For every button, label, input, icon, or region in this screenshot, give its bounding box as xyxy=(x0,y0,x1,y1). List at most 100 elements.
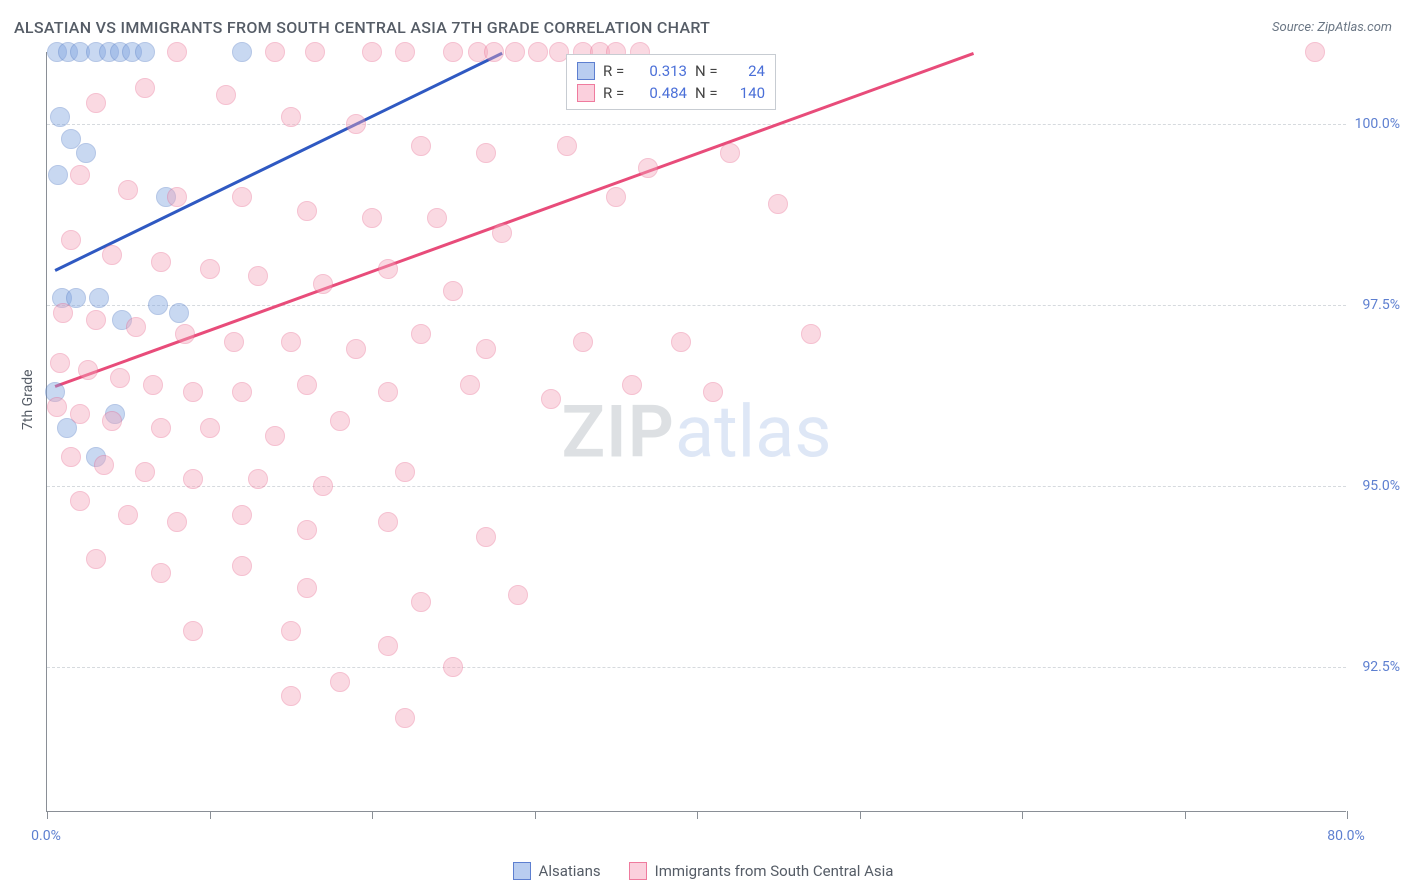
data-point xyxy=(265,42,285,62)
data-point xyxy=(378,512,398,532)
data-point xyxy=(70,404,90,424)
stat-n-label: N = xyxy=(695,60,723,82)
data-point xyxy=(86,549,106,569)
data-point xyxy=(118,180,138,200)
legend-label-alsatians: Alsatians xyxy=(539,862,601,880)
data-point xyxy=(476,527,496,547)
data-point xyxy=(105,404,125,424)
stats-row: R =0.484N =140 xyxy=(577,82,765,104)
stat-r-value: 0.313 xyxy=(639,60,687,82)
data-point xyxy=(70,42,90,62)
grid-line xyxy=(47,305,1346,306)
data-point xyxy=(110,368,130,388)
y-tick-label: 95.0% xyxy=(1362,478,1400,494)
data-point xyxy=(248,266,268,286)
data-point xyxy=(110,42,130,62)
data-point xyxy=(126,317,146,337)
watermark-atlas: atlas xyxy=(675,389,832,474)
data-point xyxy=(573,332,593,352)
stat-r-label: R = xyxy=(603,60,631,82)
data-point xyxy=(508,585,528,605)
data-point xyxy=(102,411,122,431)
data-point xyxy=(362,42,382,62)
plot-area: ZIPatlas 92.5%95.0%97.5%100.0% xyxy=(46,52,1346,812)
data-point xyxy=(94,455,114,475)
data-point xyxy=(167,42,187,62)
data-point xyxy=(427,208,447,228)
data-point xyxy=(443,281,463,301)
x-tick xyxy=(372,811,373,819)
grid-line xyxy=(47,667,1346,668)
data-point xyxy=(70,165,90,185)
data-point xyxy=(151,563,171,583)
data-point xyxy=(330,672,350,692)
data-point xyxy=(183,621,203,641)
data-point xyxy=(443,42,463,62)
data-point xyxy=(151,418,171,438)
data-point xyxy=(47,397,67,417)
x-tick xyxy=(47,811,48,819)
legend-swatch-alsatians xyxy=(513,862,531,880)
data-point xyxy=(57,418,77,438)
chart-source: Source: ZipAtlas.com xyxy=(1272,20,1392,35)
data-point xyxy=(99,42,119,62)
x-tick xyxy=(1022,811,1023,819)
data-point xyxy=(135,78,155,98)
data-point xyxy=(200,418,220,438)
data-point xyxy=(801,324,821,344)
data-point xyxy=(86,310,106,330)
legend-item-immigrants: Immigrants from South Central Asia xyxy=(629,862,894,880)
data-point xyxy=(167,512,187,532)
data-point xyxy=(232,556,252,576)
data-point xyxy=(86,42,106,62)
data-point xyxy=(61,447,81,467)
data-point xyxy=(281,332,301,352)
data-point xyxy=(167,187,187,207)
data-point xyxy=(395,42,415,62)
data-point xyxy=(411,136,431,156)
data-point xyxy=(102,245,122,265)
data-point xyxy=(297,375,317,395)
data-point xyxy=(671,332,691,352)
trend-line xyxy=(55,52,503,271)
stat-n-label: N = xyxy=(695,82,723,104)
data-point xyxy=(48,165,68,185)
stats-row: R =0.313N =24 xyxy=(577,60,765,82)
data-point xyxy=(200,259,220,279)
watermark-zip: ZIP xyxy=(561,389,674,474)
data-point xyxy=(297,201,317,221)
data-point xyxy=(86,93,106,113)
stats-swatch xyxy=(577,84,595,102)
data-point xyxy=(411,592,431,612)
data-point xyxy=(362,208,382,228)
data-point xyxy=(281,686,301,706)
data-point xyxy=(378,636,398,656)
x-tick-label: 80.0% xyxy=(1327,828,1365,844)
stat-n-value: 140 xyxy=(731,82,765,104)
bottom-legend: Alsatians Immigrants from South Central … xyxy=(0,862,1406,880)
data-point xyxy=(281,621,301,641)
grid-line xyxy=(47,124,1346,125)
data-point xyxy=(622,375,642,395)
grid-line xyxy=(47,486,1346,487)
data-point xyxy=(768,194,788,214)
data-point xyxy=(378,382,398,402)
data-point xyxy=(505,42,525,62)
x-tick xyxy=(210,811,211,819)
data-point xyxy=(135,42,155,62)
data-point xyxy=(720,143,740,163)
data-point xyxy=(135,462,155,482)
data-point xyxy=(61,230,81,250)
data-point xyxy=(265,426,285,446)
legend-swatch-immigrants xyxy=(629,862,647,880)
data-point xyxy=(61,129,81,149)
data-point xyxy=(232,505,252,525)
data-point xyxy=(151,252,171,272)
data-point xyxy=(58,42,78,62)
data-point xyxy=(47,42,67,62)
data-point xyxy=(476,143,496,163)
data-point xyxy=(118,505,138,525)
data-point xyxy=(330,411,350,431)
data-point xyxy=(216,85,236,105)
data-point xyxy=(703,382,723,402)
